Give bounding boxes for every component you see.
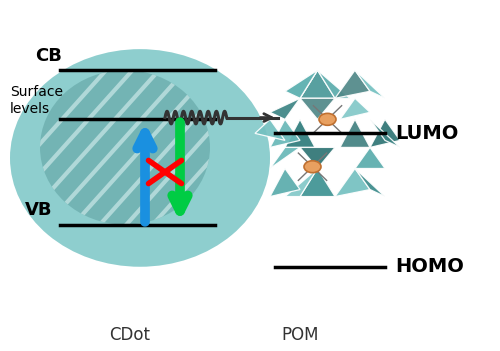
Polygon shape: [318, 70, 350, 98]
Polygon shape: [300, 168, 335, 197]
Circle shape: [319, 113, 336, 125]
Polygon shape: [255, 119, 285, 140]
Polygon shape: [285, 70, 318, 98]
Ellipse shape: [40, 70, 210, 225]
Ellipse shape: [10, 49, 270, 267]
Text: Surface
levels: Surface levels: [10, 85, 63, 116]
Text: VB: VB: [25, 201, 52, 219]
Polygon shape: [340, 98, 370, 119]
Polygon shape: [355, 70, 385, 98]
Polygon shape: [270, 147, 300, 168]
Polygon shape: [355, 168, 385, 197]
Text: LUMO: LUMO: [395, 124, 458, 143]
Polygon shape: [300, 98, 335, 119]
Polygon shape: [285, 168, 318, 197]
Polygon shape: [335, 168, 370, 197]
Polygon shape: [300, 147, 335, 168]
Polygon shape: [370, 119, 400, 147]
Text: POM: POM: [281, 326, 319, 344]
Polygon shape: [335, 70, 370, 98]
Polygon shape: [270, 119, 300, 147]
Polygon shape: [340, 119, 370, 147]
Polygon shape: [270, 98, 300, 119]
Polygon shape: [340, 119, 370, 147]
Polygon shape: [300, 70, 335, 98]
Polygon shape: [285, 70, 318, 98]
Polygon shape: [370, 119, 400, 147]
Text: CDot: CDot: [110, 326, 150, 344]
Circle shape: [304, 161, 321, 173]
Text: HOMO: HOMO: [395, 257, 464, 276]
Text: CB: CB: [35, 47, 62, 65]
Polygon shape: [285, 119, 315, 147]
Polygon shape: [270, 168, 300, 197]
Polygon shape: [285, 119, 315, 147]
Polygon shape: [300, 168, 335, 197]
Polygon shape: [355, 147, 385, 168]
